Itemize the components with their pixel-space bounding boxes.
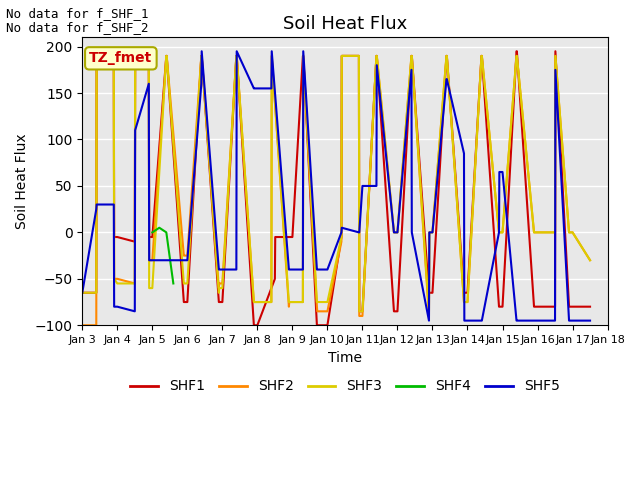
SHF5 <box>552 67 559 73</box>
Text: No data for f_SHF_1: No data for f_SHF_1 <box>6 7 149 20</box>
SHF3 <box>79 290 86 296</box>
Line: SHF2: SHF2 <box>83 56 590 325</box>
Line: SHF5: SHF5 <box>83 51 590 321</box>
SHF5 <box>425 318 433 324</box>
SHF1 <box>250 323 258 328</box>
SHF5 <box>253 85 261 91</box>
SHF1 <box>552 48 559 54</box>
X-axis label: Time: Time <box>328 350 362 364</box>
Y-axis label: Soil Heat Flux: Soil Heat Flux <box>15 133 29 229</box>
SHF5 <box>586 318 594 324</box>
SHF4 <box>170 281 177 287</box>
Text: TZ_fmet: TZ_fmet <box>89 51 152 65</box>
SHF3 <box>355 309 363 314</box>
SHF3 <box>552 53 559 59</box>
SHF2 <box>372 53 380 59</box>
SHF5 <box>198 48 205 54</box>
SHF3 <box>586 257 594 263</box>
SHF1 <box>372 53 380 59</box>
SHF2 <box>79 323 86 328</box>
SHF4 <box>163 229 170 235</box>
Legend: SHF1, SHF2, SHF3, SHF4, SHF5: SHF1, SHF2, SHF3, SHF4, SHF5 <box>125 374 565 399</box>
Line: SHF3: SHF3 <box>83 56 590 312</box>
SHF5 <box>79 290 86 296</box>
SHF1 <box>426 290 433 296</box>
SHF1 <box>408 53 415 59</box>
SHF3 <box>408 53 415 59</box>
SHF5 <box>372 183 380 189</box>
SHF2 <box>408 53 415 59</box>
SHF4 <box>156 225 163 230</box>
SHF1 <box>148 234 156 240</box>
SHF2 <box>426 229 433 235</box>
SHF5 <box>408 67 415 73</box>
SHF5 <box>429 229 436 235</box>
SHF2 <box>586 257 594 263</box>
SHF2 <box>163 53 170 59</box>
SHF1 <box>513 48 520 54</box>
SHF4 <box>148 229 156 235</box>
SHF2 <box>215 285 223 291</box>
SHF1 <box>79 290 86 296</box>
SHF3 <box>429 229 436 235</box>
SHF3 <box>93 53 100 59</box>
SHF5 <box>148 257 156 263</box>
Text: No data for f_SHF_2: No data for f_SHF_2 <box>6 21 149 34</box>
Line: SHF4: SHF4 <box>152 228 173 284</box>
SHF2 <box>253 299 261 305</box>
SHF1 <box>253 323 261 328</box>
Line: SHF1: SHF1 <box>83 51 590 325</box>
SHF3 <box>373 53 381 59</box>
SHF2 <box>93 53 100 59</box>
SHF1 <box>586 304 594 310</box>
SHF3 <box>163 53 170 59</box>
SHF3 <box>253 299 261 305</box>
Title: Soil Heat Flux: Soil Heat Flux <box>283 15 407 33</box>
